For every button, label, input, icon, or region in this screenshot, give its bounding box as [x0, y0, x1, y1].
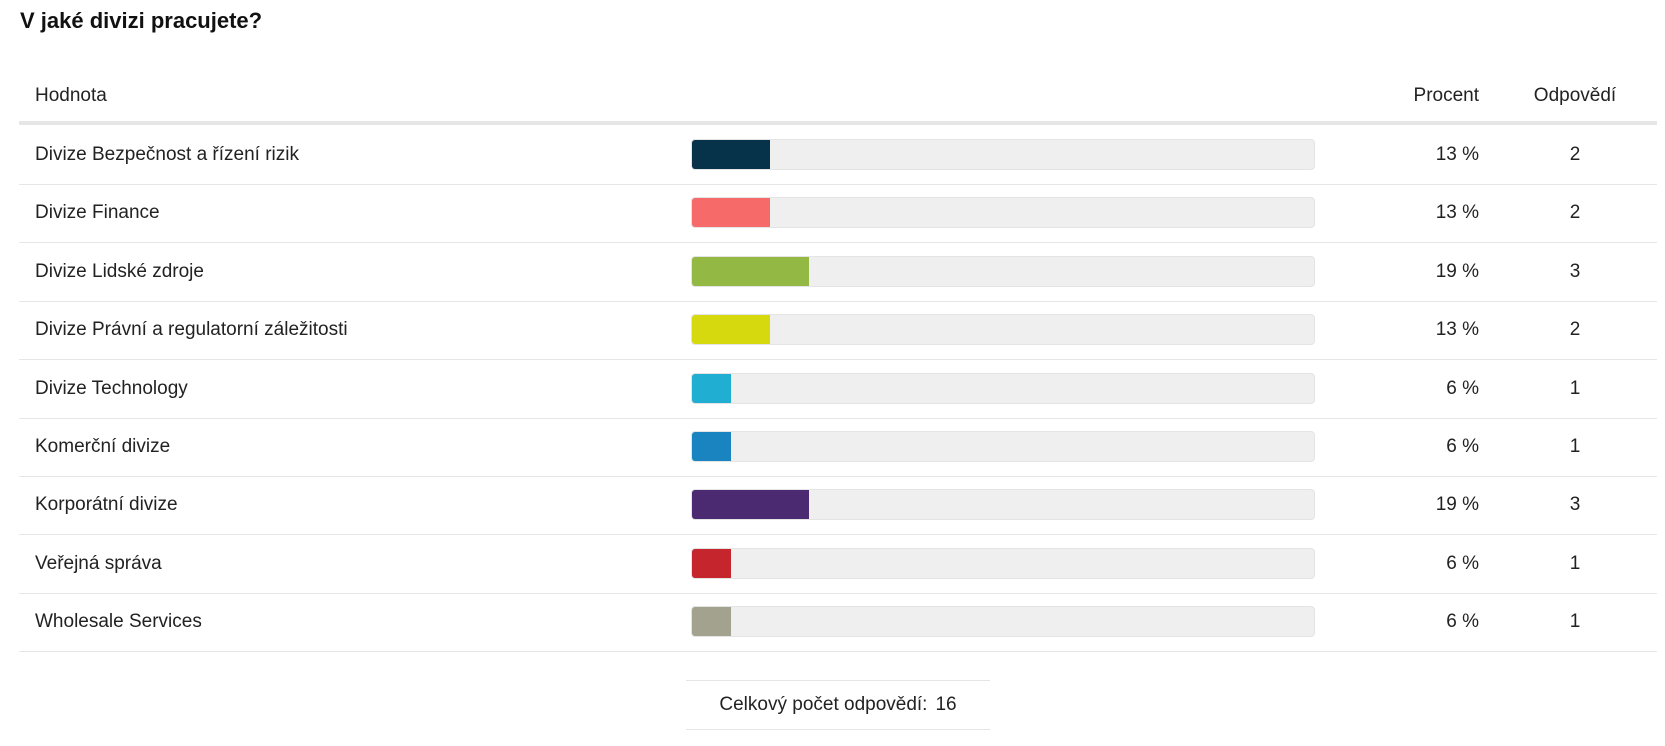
total: Celkový počet odpovědí: 16: [686, 680, 990, 730]
row-count: 2: [1569, 202, 1581, 224]
row-label: Veřejná správa: [35, 552, 162, 574]
row-count: 1: [1569, 436, 1581, 457]
bar-track: [691, 197, 1315, 229]
row-label: Wholesale Services: [35, 611, 202, 633]
bar: [692, 490, 809, 520]
row-percent: 13 %: [1435, 202, 1479, 224]
row-label: Korporátní divize: [35, 494, 178, 516]
row-count: 2: [1569, 319, 1581, 341]
bar-track: [691, 489, 1315, 521]
total-label: Celkový počet odpovědí:: [719, 694, 928, 715]
row-label: Divize Technology: [35, 377, 188, 399]
bar: [692, 607, 731, 637]
bar-track: [691, 255, 1315, 287]
row-label: Divize Lidské zdroje: [35, 260, 204, 282]
bar-track: [691, 431, 1315, 462]
bar: [692, 548, 731, 578]
row-percent: 6 %: [1446, 436, 1479, 457]
bar: [692, 256, 809, 286]
bar-track: [691, 314, 1315, 346]
row-count: 1: [1569, 377, 1581, 399]
row-count: 3: [1569, 494, 1581, 516]
table-row: Divize Právní a regulatorní záležitosti 1…: [19, 301, 1657, 361]
total-value: 16: [935, 694, 957, 715]
bar-track: [691, 139, 1315, 170]
bar: [692, 140, 770, 169]
bar: [692, 315, 770, 345]
table-row: Komerční divize 6 % 1: [19, 418, 1657, 477]
row-count: 3: [1569, 260, 1581, 282]
bar-track: [691, 372, 1315, 404]
table-row: Divize Technology 6 % 1: [19, 360, 1657, 419]
row-count: 1: [1569, 552, 1581, 574]
row-percent: 19 %: [1435, 260, 1479, 282]
row-percent: 13 %: [1435, 319, 1479, 341]
row-label: Divize Právní a regulatorní záležitosti: [35, 319, 348, 341]
table-row: Korporátní divize 19 % 3: [19, 476, 1657, 536]
header-count: Odpovědí: [1533, 85, 1617, 106]
row-percent: 6 %: [1446, 552, 1479, 574]
table-row: Divize Bezpečnost a řízení rizik 13 % 2: [19, 126, 1657, 185]
row-count: 2: [1569, 144, 1581, 165]
bar-track: [691, 547, 1315, 579]
question-title: V jaké divizi pracujete?: [20, 8, 263, 33]
header-value: Hodnota: [35, 85, 107, 106]
bar-track: [691, 606, 1315, 638]
row-percent: 19 %: [1435, 494, 1479, 516]
row-percent: 6 %: [1446, 611, 1479, 633]
bar: [692, 373, 731, 403]
bar: [692, 198, 770, 228]
row-percent: 13 %: [1435, 144, 1479, 165]
header-percent: Procent: [1413, 85, 1479, 106]
row-label: Divize Finance: [35, 202, 160, 224]
row-label: Komerční divize: [35, 436, 171, 457]
row-percent: 6 %: [1446, 377, 1479, 399]
table-row: Divize Finance 13 % 2: [19, 184, 1657, 244]
row-count: 1: [1569, 611, 1581, 633]
table-row: Veřejná správa 6 % 1: [19, 535, 1657, 594]
table-row: Divize Lidské zdroje 19 % 3: [19, 243, 1657, 302]
bar: [692, 432, 731, 461]
table-row: Wholesale Services 6 % 1: [19, 593, 1657, 653]
header-divider: [19, 121, 1657, 125]
row-label: Divize Bezpečnost a řízení rizik: [35, 144, 299, 165]
